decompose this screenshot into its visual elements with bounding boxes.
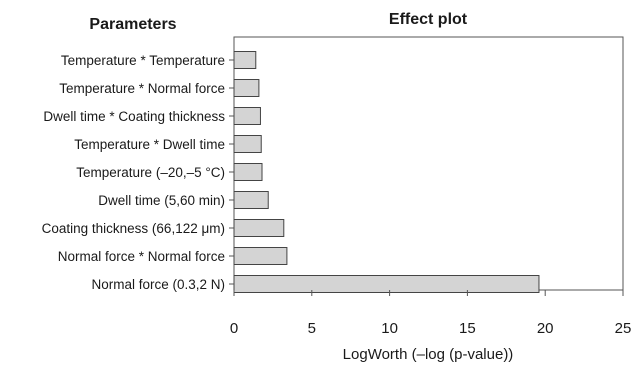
category-label: Temperature (–20,–5 °C) bbox=[76, 165, 225, 180]
x-tick-label: 25 bbox=[615, 320, 632, 337]
bar bbox=[233, 135, 262, 153]
bar bbox=[233, 163, 263, 181]
plot-frame bbox=[233, 36, 624, 291]
bar bbox=[233, 107, 261, 125]
bar bbox=[233, 219, 285, 237]
category-labels: Temperature * Temperature Temperature * N… bbox=[42, 53, 234, 292]
bar bbox=[233, 51, 257, 69]
bar bbox=[233, 275, 540, 293]
bar bbox=[233, 247, 288, 265]
category-label: Normal force (0.3,2 N) bbox=[91, 277, 225, 292]
chart-title: Effect plot bbox=[389, 11, 468, 28]
x-tick-label: 5 bbox=[308, 320, 316, 337]
x-axis-ticks: 0 5 10 15 20 25 bbox=[230, 290, 632, 337]
bar bbox=[233, 79, 260, 97]
bar bbox=[233, 191, 269, 209]
category-label: Dwell time * Coating thickness bbox=[43, 109, 225, 124]
x-tick-label: 20 bbox=[537, 320, 554, 337]
x-tick-label: 15 bbox=[459, 320, 476, 337]
category-label: Temperature * Dwell time bbox=[74, 137, 225, 152]
category-label: Normal force * Normal force bbox=[58, 249, 225, 264]
x-tick-label: 10 bbox=[381, 320, 398, 337]
category-label: Temperature * Temperature bbox=[61, 53, 225, 68]
x-tick-label: 0 bbox=[230, 320, 238, 337]
bars-group bbox=[233, 51, 540, 293]
x-axis-label: LogWorth (–log (p-value)) bbox=[343, 346, 514, 363]
category-label: Temperature * Normal force bbox=[59, 81, 225, 96]
category-label: Dwell time (5,60 min) bbox=[98, 193, 225, 208]
parameters-header: Parameters bbox=[89, 16, 176, 33]
category-label: Coating thickness (66,122 μm) bbox=[42, 221, 225, 236]
